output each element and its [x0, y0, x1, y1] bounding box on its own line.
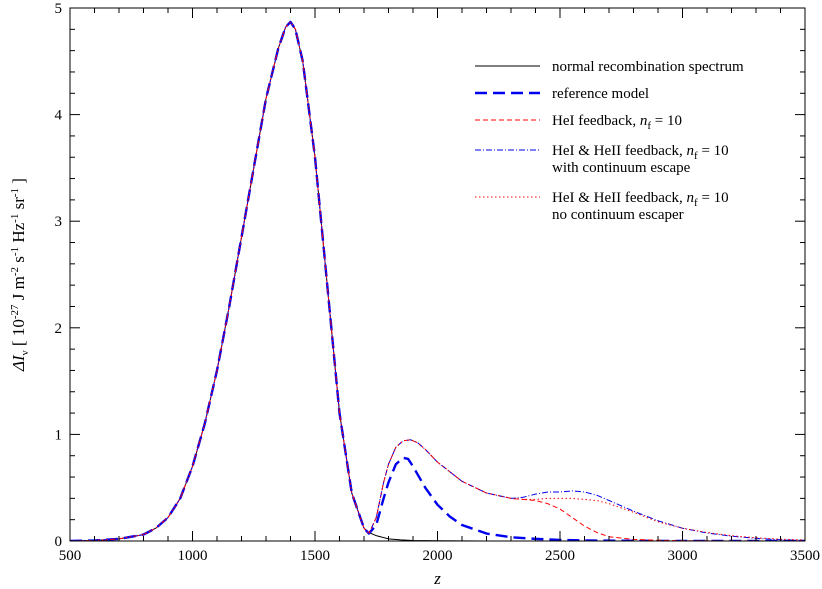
x-axis-title: z — [433, 569, 441, 588]
x-tick-label: 1500 — [300, 548, 330, 564]
y-tick-label: 1 — [55, 427, 63, 443]
x-tick-label: 3500 — [790, 548, 820, 564]
x-tick-label: 500 — [59, 548, 82, 564]
legend-label-4: with continuum escape — [552, 160, 691, 176]
legend-label-5: no continuum escaper — [552, 207, 684, 223]
y-axis-title: ΔIν [ 10-27 J m-2 s-1 Hz-1 sr-1 ] — [9, 178, 31, 372]
legend-label-2: reference model — [552, 86, 649, 102]
legend-label-3: HeI feedback, nf = 10 — [552, 113, 682, 132]
y-tick-label: 5 — [55, 1, 63, 17]
series-layer — [70, 20, 805, 541]
legend-label-5: HeI & HeII feedback, nf = 10 — [552, 190, 729, 209]
x-tick-label: 1000 — [178, 548, 208, 564]
y-tick-label: 3 — [55, 214, 63, 230]
series-line-5 — [70, 21, 805, 541]
tick-labels: 500 1000 1500 2000 2500 3000 3500 0 1 2 3 4 5 — [55, 1, 821, 564]
x-tick-label: 2000 — [423, 548, 453, 564]
legend: normal recombination spectrum reference m… — [475, 59, 744, 223]
legend-label-4: HeI & HeII feedback, nf = 10 — [552, 143, 729, 162]
ticks-layer — [69, 7, 806, 542]
y-tick-label: 2 — [55, 321, 63, 337]
x-tick-label: 3000 — [668, 548, 698, 564]
y-tick-label: 4 — [55, 108, 63, 124]
legend-label-1: normal recombination spectrum — [552, 59, 744, 75]
y-tick-label: 0 — [55, 534, 63, 550]
x-tick-label: 2500 — [545, 548, 575, 564]
